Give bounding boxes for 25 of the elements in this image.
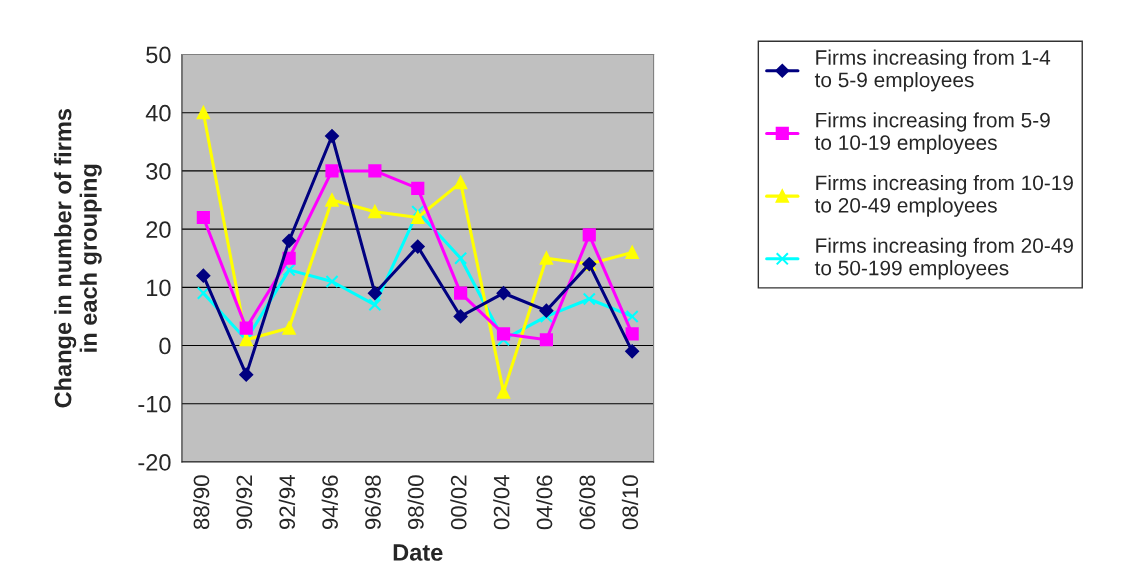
x-tick-label: 08/10 xyxy=(621,475,639,530)
legend-label: Firms increasing from 5-9 to 10-19 employees xyxy=(814,112,1050,155)
y-axis-title: Change in number of firms in each grouping xyxy=(54,109,102,408)
y-tick-label: 20 xyxy=(146,221,171,238)
y-tick-label: 50 xyxy=(146,46,171,64)
x-axis-title: Date xyxy=(393,544,443,561)
x-tick-label: 90/92 xyxy=(235,475,253,530)
y-tick-label: -20 xyxy=(138,454,171,471)
x-tick-label: 96/98 xyxy=(364,475,381,530)
y-tick-label: 0 xyxy=(159,337,171,355)
y-tick-label: 30 xyxy=(146,163,171,180)
x-tick-label: 06/08 xyxy=(578,475,596,530)
x-tick-label: 98/00 xyxy=(407,475,424,530)
legend-label: Firms increasing from 10-19 to 20-49 employees xyxy=(814,174,1073,217)
y-tick-label: -10 xyxy=(138,395,171,413)
x-tick-label: 00/02 xyxy=(450,475,467,530)
legend-label: Firms increasing from 1-4 to 5-9 employees xyxy=(814,49,1051,92)
legend-label: Firms increasing from 20-49 to 50-199 employees xyxy=(814,237,1073,280)
x-tick-label: 04/06 xyxy=(536,475,553,530)
x-tick-label: 88/90 xyxy=(193,475,210,530)
y-tick-label: 10 xyxy=(147,279,171,297)
x-tick-label: 02/04 xyxy=(493,475,510,530)
y-tick-label: 40 xyxy=(145,104,171,122)
x-tick-label: 92/94 xyxy=(278,475,296,530)
x-tick-label: 94/96 xyxy=(321,475,338,530)
